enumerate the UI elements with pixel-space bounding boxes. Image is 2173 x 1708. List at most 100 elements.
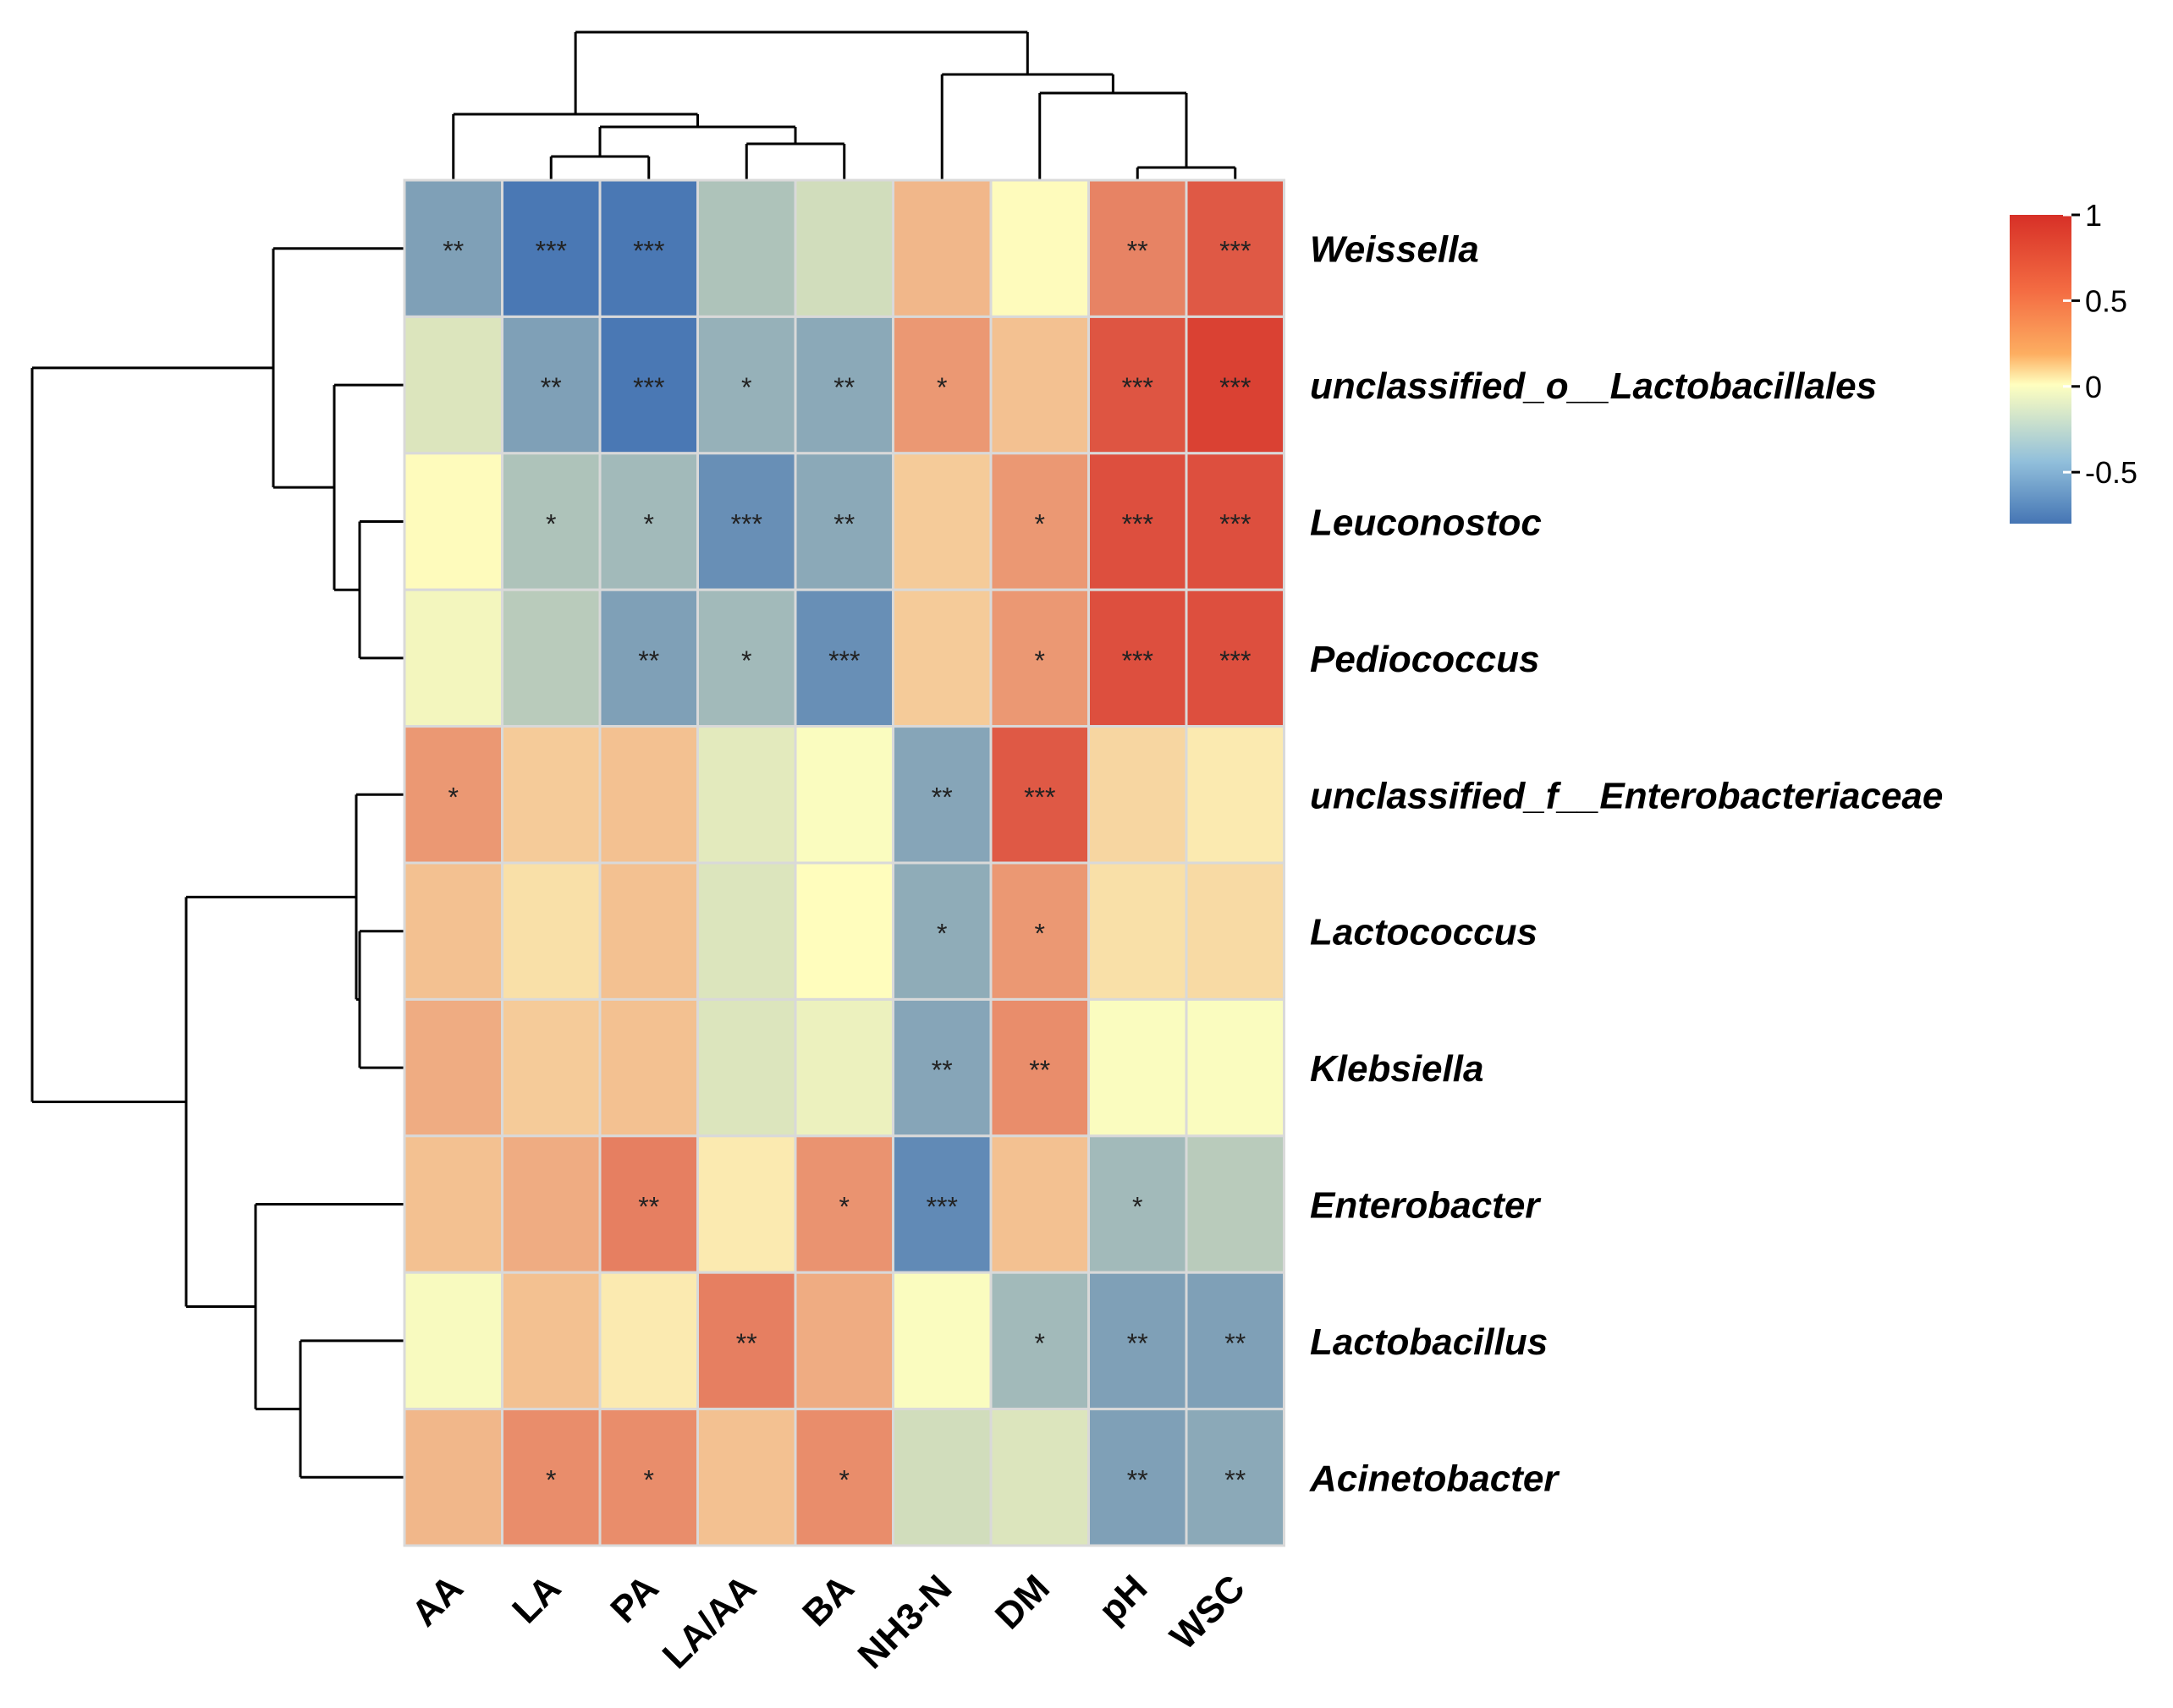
heatmap-cell (989, 178, 1090, 318)
heatmap-cell (501, 997, 602, 1138)
significance-label: ** (443, 236, 464, 266)
significance-label: ** (736, 1328, 757, 1359)
heatmap-cell (403, 452, 503, 591)
column-label: LA/AA (655, 1567, 765, 1677)
heatmap-cell (892, 452, 993, 591)
row-label: Lactobacillus (1310, 1321, 1548, 1363)
heatmap-cell (794, 997, 894, 1138)
heatmap-cell (501, 315, 602, 455)
significance-label: * (1132, 1192, 1142, 1222)
heatmap-cell (892, 997, 993, 1138)
row-label: Leuconostoc (1310, 503, 1542, 544)
significance-label: ** (932, 1055, 953, 1085)
significance-label: * (937, 919, 947, 949)
heatmap-cell (1087, 725, 1188, 865)
significance-label: *** (927, 1192, 958, 1222)
column-label: pH (1091, 1567, 1155, 1631)
heatmap-cell (892, 588, 993, 728)
heatmap-cell (403, 315, 503, 455)
heatmap-cell (794, 861, 894, 1001)
heatmap-cell (598, 1134, 699, 1274)
heatmap-cell (989, 997, 1090, 1138)
significance-label: ** (638, 1192, 659, 1222)
heatmap-cell (696, 1408, 797, 1547)
significance-label: * (839, 1464, 850, 1495)
row-label: Klebsiella (1310, 1048, 1483, 1090)
heatmap-cell (794, 452, 894, 591)
heatmap-cell (403, 178, 503, 318)
column-label: PA (602, 1567, 667, 1631)
significance-label: * (937, 372, 947, 403)
heatmap-cell (696, 178, 797, 318)
heatmap-cell (1185, 997, 1285, 1138)
significance-label: ** (833, 509, 855, 540)
significance-label: *** (1122, 645, 1153, 676)
significance-label: *** (1122, 372, 1153, 403)
heatmap-cell (1087, 452, 1188, 591)
heatmap-cell (794, 588, 894, 728)
row-label: Lactococcus (1310, 912, 1538, 953)
heatmap-cell (1185, 1271, 1285, 1411)
significance-label: ** (932, 782, 953, 812)
significance-label: * (644, 509, 654, 540)
heatmap-cell (892, 861, 993, 1001)
heatmap-cell (403, 725, 503, 865)
column-dendrogram-lines (452, 30, 1237, 180)
heatmap-cell (1087, 315, 1188, 455)
heatmap-cell (989, 1134, 1090, 1274)
heatmap-cell (794, 178, 894, 318)
column-label: WSC (1163, 1567, 1253, 1657)
row-label: Weissella (1310, 229, 1479, 271)
significance-label: ** (1224, 1464, 1246, 1495)
significance-label: *** (1122, 509, 1153, 540)
heatmap-cell (403, 861, 503, 1001)
heatmap-cell (1087, 861, 1188, 1001)
heatmap-cell (892, 315, 993, 455)
significance-label: ** (1127, 236, 1148, 266)
significance-label: * (546, 1464, 556, 1495)
row-dendrogram (30, 247, 404, 1479)
color-legend: 1 0.5 0 -0.5 (2010, 198, 2137, 524)
heatmap-cell (1087, 1408, 1188, 1547)
significance-label: *** (1219, 372, 1251, 403)
significance-label: *** (536, 236, 567, 266)
row-labels: Weissella unclassified_o__Lactobacillales… (1309, 229, 1943, 1500)
heatmap-cell (892, 1408, 993, 1547)
heatmap-cell (1087, 178, 1188, 318)
significance-label: *** (731, 509, 762, 540)
heatmap-cell (598, 1408, 699, 1547)
significance-labels: ** *** *** ** ***** *** * ** * *** **** * *** ** * *** *… (443, 236, 1251, 1496)
heatmap-cell (696, 861, 797, 1001)
heatmap-cell (501, 178, 602, 318)
heatmap-cell (501, 1271, 602, 1411)
column-label: LA (504, 1567, 569, 1631)
heatmap-cell (403, 1271, 503, 1411)
heatmap-cell (696, 588, 797, 728)
legend-tick-label: 0 (2085, 370, 2102, 404)
row-label: unclassified_o__Lactobacillales (1310, 365, 1877, 407)
heatmap-cell (598, 997, 699, 1138)
heatmap-cell (403, 1134, 503, 1274)
significance-label: *** (633, 372, 664, 403)
heatmap-cell (1185, 588, 1285, 728)
significance-label: ** (541, 372, 562, 403)
column-label: NH3-N (850, 1567, 960, 1677)
heatmap-cell (501, 861, 602, 1001)
row-label: Pediococcus (1310, 639, 1539, 680)
significance-label: * (448, 782, 459, 812)
significance-label: * (839, 1192, 850, 1222)
heatmap-cell (598, 1271, 699, 1411)
heatmap-cell (892, 725, 993, 865)
heatmap-cell (1185, 725, 1285, 865)
heatmap-cell (1185, 1134, 1285, 1274)
heatmap-cell (501, 1408, 602, 1547)
significance-label: * (546, 509, 556, 540)
significance-label: ** (1224, 1328, 1246, 1359)
heatmap-cell (403, 588, 503, 728)
significance-label: * (1035, 509, 1045, 540)
significance-label: * (741, 372, 751, 403)
heatmap-cell (1087, 1271, 1188, 1411)
significance-label: ** (1029, 1055, 1050, 1085)
heatmap-cell (696, 997, 797, 1138)
